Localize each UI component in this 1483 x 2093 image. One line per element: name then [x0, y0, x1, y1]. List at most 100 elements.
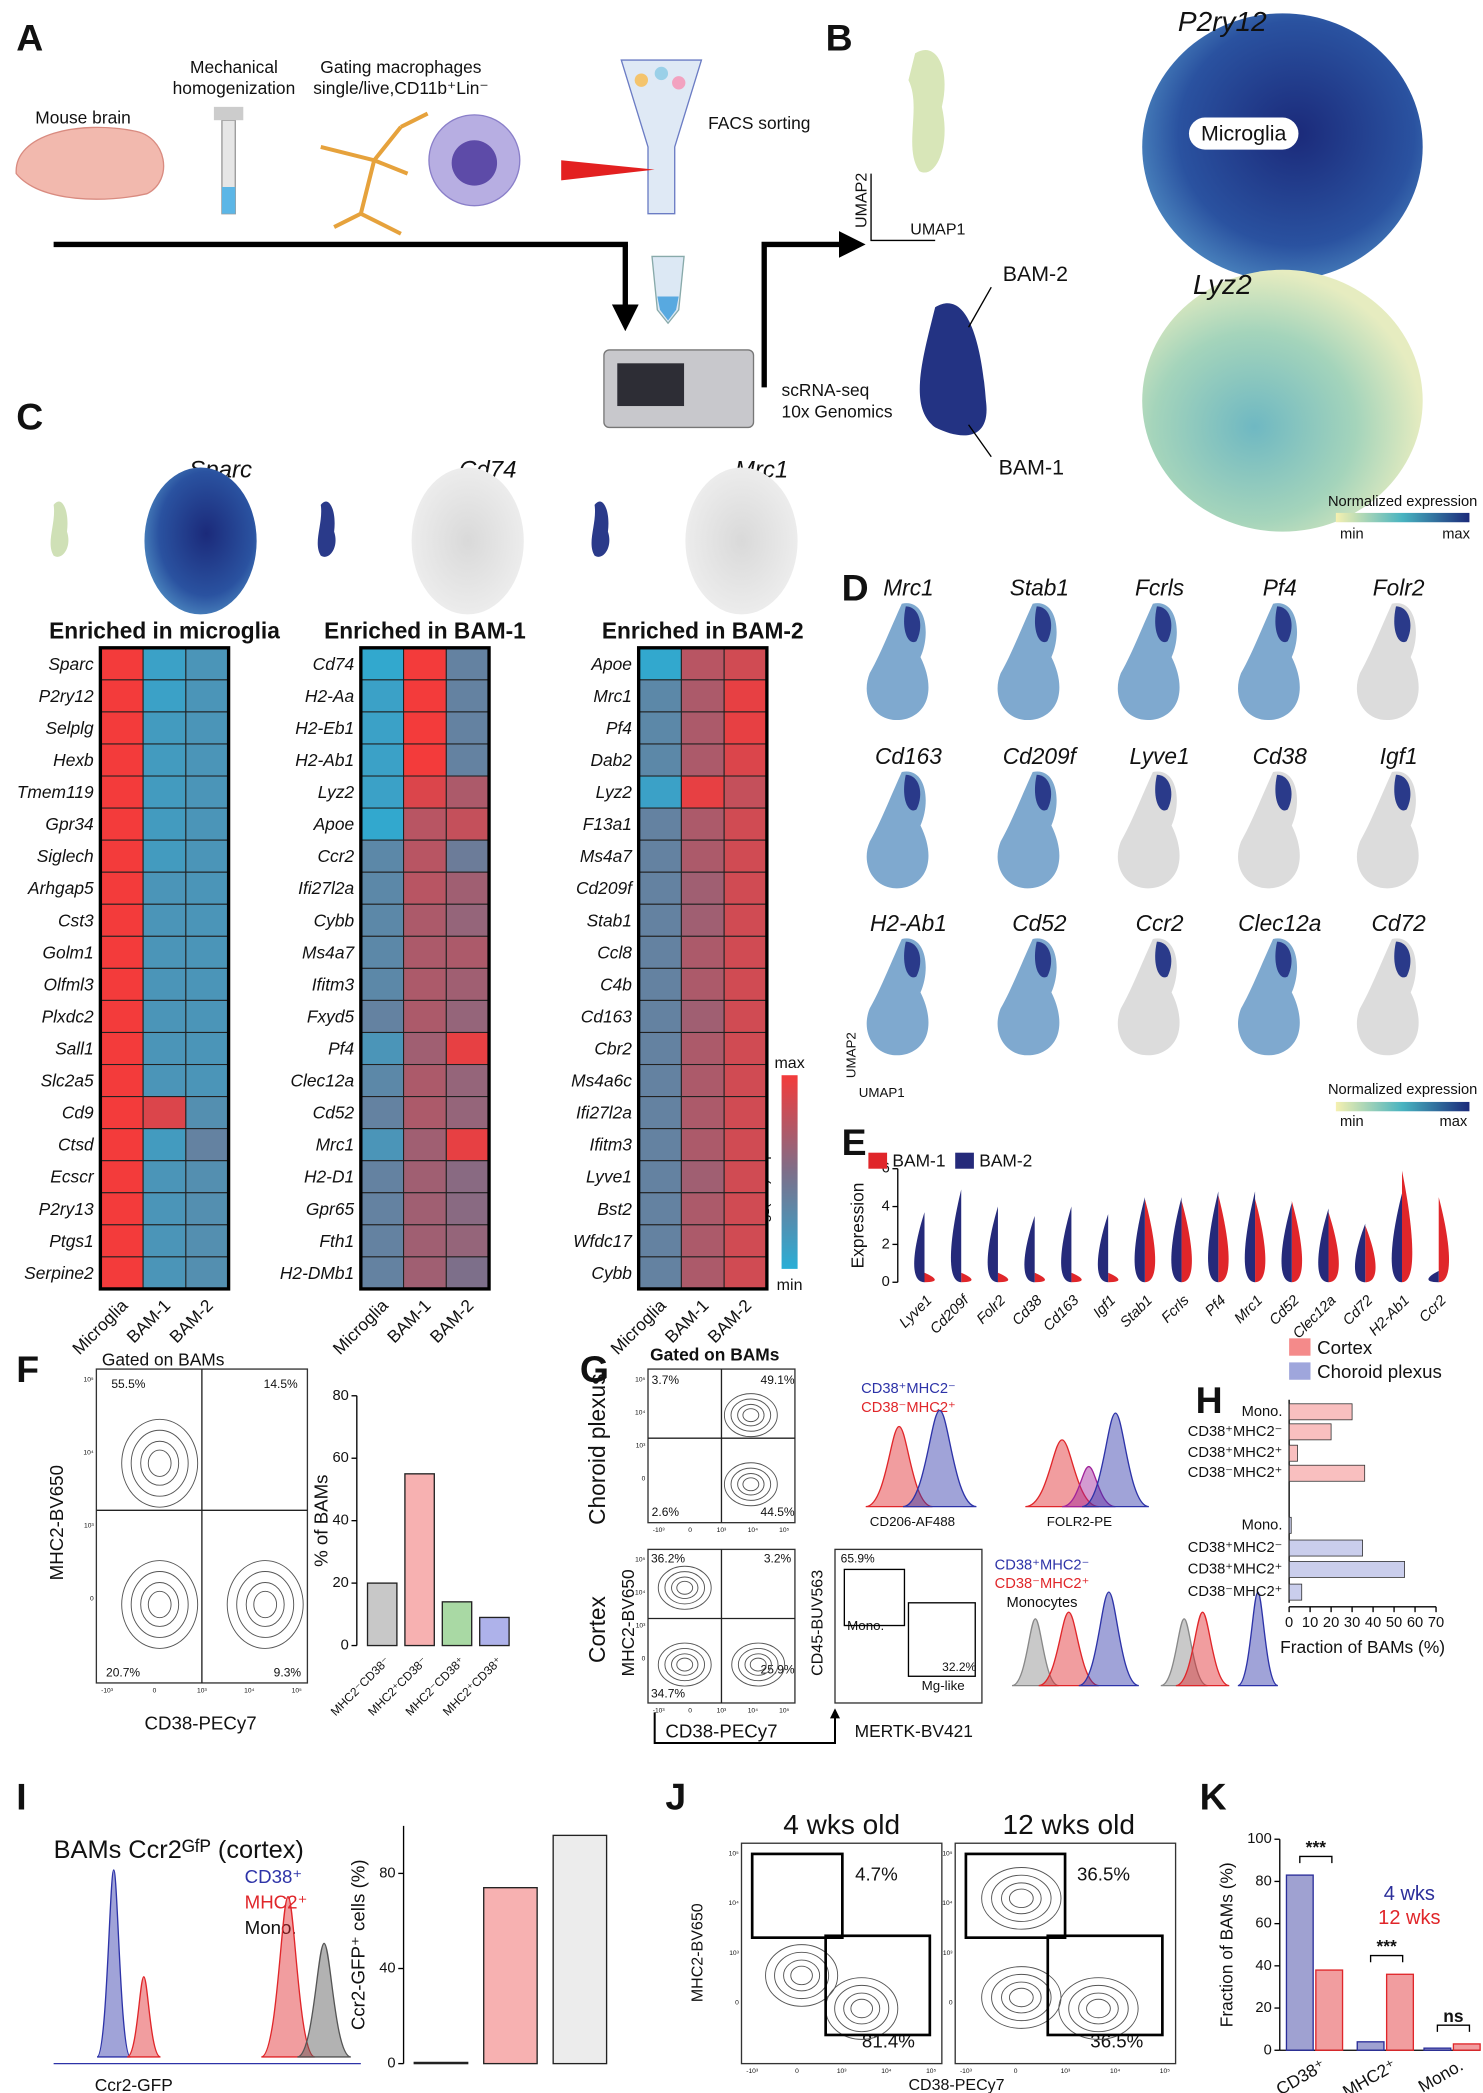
- x-tick-label: MHC2⁺: [1339, 2055, 1400, 2093]
- label: max: [774, 1054, 804, 1072]
- flow-tick: 10⁴: [748, 1527, 758, 1534]
- label: 65.9%: [841, 1552, 875, 1566]
- heatmap-cell: [723, 775, 768, 809]
- x-tick-label: 20: [1323, 1615, 1339, 1631]
- label: Mouse brain: [35, 108, 131, 128]
- contour: [671, 1653, 699, 1676]
- label: scRNA-seq: [782, 380, 870, 400]
- row-label: Lyz2: [596, 782, 633, 802]
- heatmap-frame: [359, 646, 491, 1291]
- heatmap-cell: [142, 839, 187, 873]
- label: homogenization: [173, 78, 296, 98]
- contour: [981, 1867, 1062, 1930]
- heatmap-cell: [142, 1031, 187, 1066]
- label: 36.5%: [1090, 2030, 1143, 2051]
- umap-mini-hi: [904, 774, 921, 811]
- row-label: H2-Ab1: [295, 750, 354, 770]
- label: CD38⁺MHC2⁻: [861, 1381, 956, 1397]
- heatmap-cell: [445, 967, 490, 1001]
- umap-mini-hi: [1034, 606, 1052, 643]
- heatmap-cell: [185, 1160, 230, 1194]
- y-tick-label: 0: [387, 2056, 395, 2072]
- umap-mini-hi: [1275, 606, 1292, 643]
- heatmap-title: Enriched in BAM-2: [602, 617, 804, 643]
- contour: [742, 1477, 760, 1492]
- bar: [366, 1582, 398, 1647]
- x-tick-label: Pf4: [1202, 1293, 1229, 1320]
- flow-tick: 10⁵: [635, 1376, 645, 1383]
- heatmap-cell: [403, 711, 447, 745]
- contour: [1008, 1987, 1034, 2008]
- row-label: H2-DMb1: [280, 1263, 354, 1283]
- heatmap-cell: [142, 999, 187, 1034]
- umap-bam: [317, 501, 336, 557]
- heatmap-cell: [638, 647, 682, 681]
- flow-tick: 10³: [837, 2068, 847, 2075]
- violin-half: [1281, 1202, 1292, 1283]
- heatmap-cell: [403, 679, 447, 713]
- heatmap-cell: [723, 647, 768, 681]
- violin-half: [950, 1189, 962, 1283]
- label: Mechanical: [190, 57, 278, 77]
- violin-half: [1401, 1170, 1413, 1283]
- heatmap-cell: [445, 1128, 490, 1162]
- label: 2.6%: [652, 1505, 680, 1519]
- row-label: Cybb: [314, 910, 355, 930]
- heatmap-cell: [638, 711, 682, 745]
- heatmap-cell: [403, 775, 447, 809]
- label: 14.5%: [264, 1377, 298, 1391]
- row-label: Slc2a5: [41, 1071, 94, 1091]
- violin-half: [1365, 1225, 1376, 1283]
- contour: [147, 1590, 172, 1619]
- histogram: [1081, 1412, 1150, 1508]
- heatmap-cell: [185, 807, 230, 841]
- row-label: Ifi27l2a: [576, 1103, 632, 1123]
- heatmap-cell: [99, 1160, 144, 1194]
- heatmap-cell: [360, 1256, 405, 1290]
- contour: [226, 1560, 304, 1649]
- legend-label: Cortex: [1317, 1337, 1373, 1358]
- x-tick-label: 70: [1428, 1615, 1444, 1631]
- row-label: Ccl8: [597, 942, 632, 962]
- heatmap-cell: [680, 935, 725, 969]
- flow-tick: 10⁴: [942, 1900, 952, 1907]
- heatmap-cell: [445, 743, 490, 777]
- label: Ccr2-GFP: [95, 2075, 173, 2093]
- heatmap-cell: [403, 743, 447, 777]
- heatmap-cell: [403, 1096, 447, 1130]
- flow-tick: 10³: [943, 1950, 953, 1957]
- heatmap-cell: [142, 1256, 187, 1290]
- histogram: [96, 1869, 132, 2058]
- row-label: Cd9: [62, 1103, 94, 1123]
- flow-plot: [740, 1842, 943, 2065]
- label: FOLR2-PE: [1047, 1514, 1112, 1529]
- label: CD45-BUV563: [809, 1570, 827, 1676]
- heatmap-cell: [638, 903, 682, 937]
- label: CD38⁻MHC2⁺: [995, 1576, 1090, 1592]
- heatmap-cell: [723, 999, 768, 1034]
- flow-tick: 10⁵: [729, 1850, 739, 1857]
- label: min: [777, 1276, 803, 1294]
- heatmap-cell: [403, 1063, 447, 1098]
- contour: [121, 1560, 199, 1649]
- row-label: Lyve1: [586, 1167, 632, 1187]
- row-label: Cbr2: [594, 1039, 632, 1059]
- label: Normalized expression: [1328, 494, 1477, 510]
- x-tick-label: Stab1: [1117, 1293, 1155, 1331]
- flow-tick: 10⁵: [942, 1850, 952, 1857]
- heatmap-cell: [403, 647, 447, 681]
- umap-microglia: [685, 467, 798, 615]
- x-tick-label: CD38⁺: [1272, 2055, 1328, 2093]
- panel-letter: B: [826, 16, 853, 58]
- contour: [730, 1398, 772, 1432]
- label: FACS sorting: [708, 113, 810, 133]
- histogram: [1078, 1591, 1140, 1687]
- row-label: Ctsd: [58, 1135, 95, 1155]
- bracket: [1369, 1954, 1404, 1963]
- bar: [479, 1616, 510, 1647]
- gene-title: Stab1: [1010, 575, 1069, 601]
- heatmap-cell: [403, 871, 447, 905]
- flow-tick: 10³: [1061, 2068, 1071, 2075]
- histogram: [1011, 1618, 1059, 1687]
- contour: [783, 1959, 821, 1992]
